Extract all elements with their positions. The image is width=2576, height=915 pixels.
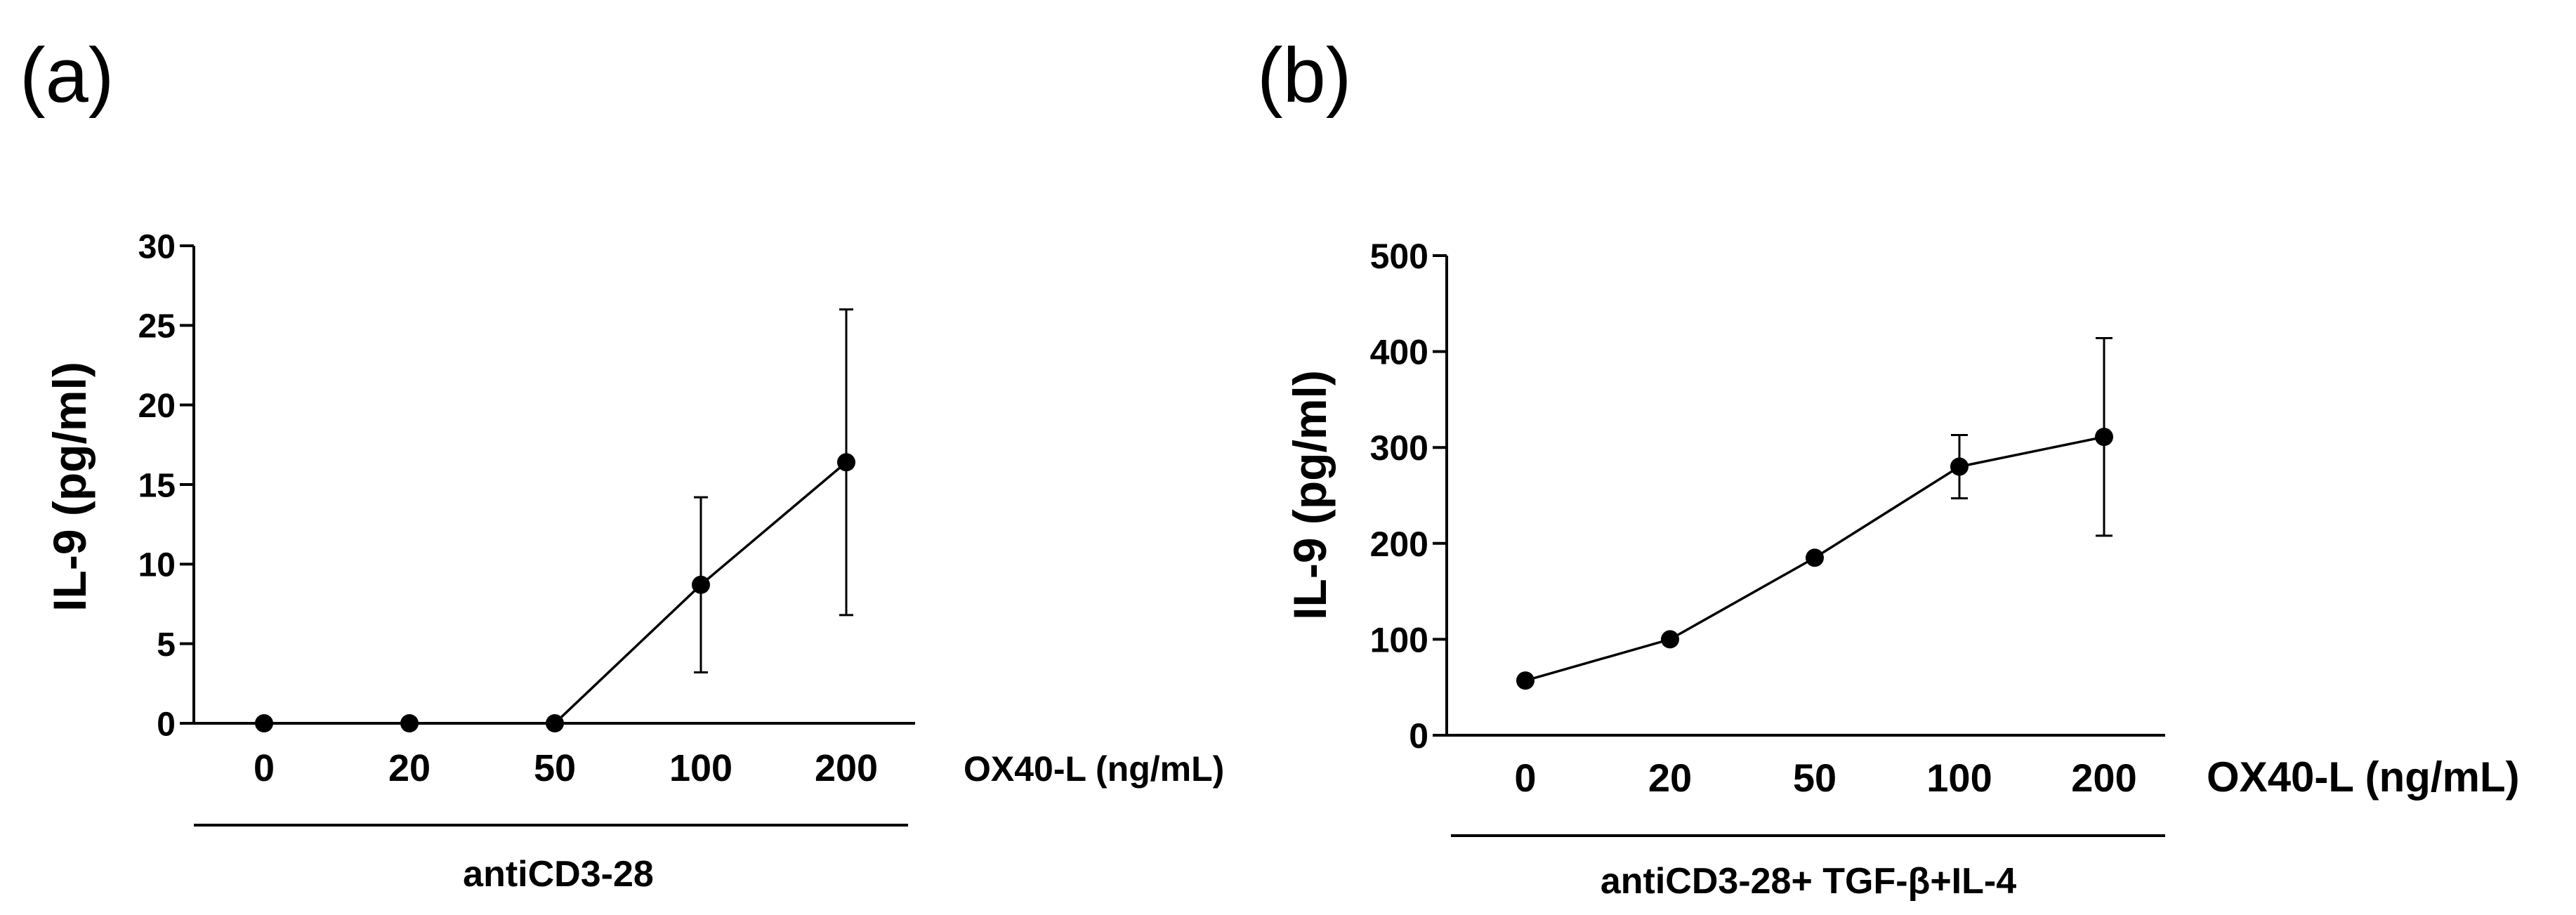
y-tick-label-b: 200 xyxy=(1370,525,1428,564)
y-tick-label-a: 5 xyxy=(157,626,176,664)
data-point-b xyxy=(1950,457,1969,476)
y-tick-label-b: 300 xyxy=(1370,428,1428,468)
y-tick-label-a: 20 xyxy=(138,388,176,425)
x-tick-label-b: 100 xyxy=(1926,756,1992,800)
data-point-a xyxy=(692,575,710,594)
x-tick-label-a: 50 xyxy=(534,747,576,789)
x-tick-labels-a: 0 20 50 100 200 xyxy=(254,747,878,789)
y-tick-label-a: 30 xyxy=(138,228,176,265)
data-point-a xyxy=(400,714,419,732)
y-axis-b xyxy=(1433,254,1448,737)
panel-label-b: (b) xyxy=(1257,32,1351,119)
x-tick-label-b: 0 xyxy=(1514,756,1536,800)
data-point-a xyxy=(837,453,855,472)
y-tick-label-b: 100 xyxy=(1370,620,1428,659)
chart-panel-b: (b) IL-9 (pg/ml) 0 100 200 300 400 500 0 20 50 1… xyxy=(1257,32,2520,902)
panel-label-a: (a) xyxy=(20,32,114,119)
y-tick-label-b: 500 xyxy=(1370,237,1428,276)
y-tick-label-a: 15 xyxy=(138,467,176,504)
y-tick-label-a: 0 xyxy=(157,706,176,743)
y-axis-label-a: IL-9 (pg/ml) xyxy=(44,362,96,612)
x-tick-label-a: 0 xyxy=(254,747,275,789)
y-tick-label-a: 10 xyxy=(138,547,176,584)
group-label-a: antiCD3-28 xyxy=(463,854,654,895)
x-tick-labels-b: 0 20 50 100 200 xyxy=(1514,756,2136,800)
y-tick-labels-a: 0 5 10 15 20 25 30 xyxy=(138,228,176,743)
x-axis-label-b: OX40-L (ng/mL) xyxy=(2207,753,2520,801)
y-tick-label-a: 25 xyxy=(138,308,176,345)
group-label-b: antiCD3-28+ TGF-β+IL-4 xyxy=(1601,861,2016,902)
x-tick-label-b: 200 xyxy=(2071,756,2136,800)
x-axis-label-a: OX40-L (ng/mL) xyxy=(964,749,1224,789)
data-point-b xyxy=(2095,428,2113,447)
x-tick-label-a: 20 xyxy=(388,747,431,789)
y-tick-labels-b: 0 100 200 300 400 500 xyxy=(1370,237,1428,756)
x-tick-label-a: 200 xyxy=(815,747,878,789)
data-marks-b xyxy=(1516,336,2113,690)
x-tick-label-b: 50 xyxy=(1793,756,1836,800)
y-axis-label-b: IL-9 (pg/ml) xyxy=(1284,370,1336,620)
y-tick-label-b: 400 xyxy=(1370,333,1428,372)
data-point-b xyxy=(1806,548,1824,567)
data-point-b xyxy=(1516,671,1535,690)
x-tick-label-b: 20 xyxy=(1648,756,1692,800)
data-point-b xyxy=(1661,630,1679,649)
series-line-a xyxy=(264,461,848,725)
y-tick-label-b: 0 xyxy=(1409,716,1428,756)
data-marks-a xyxy=(255,308,855,732)
y-axis-a xyxy=(180,244,195,725)
x-tick-label-a: 100 xyxy=(669,747,732,789)
data-point-a xyxy=(255,714,273,732)
data-point-a xyxy=(546,714,564,732)
chart-panel-a: (a) IL-9 (pg/ml) 0 5 10 15 20 25 30 0 20 50 100 20… xyxy=(20,32,1224,895)
